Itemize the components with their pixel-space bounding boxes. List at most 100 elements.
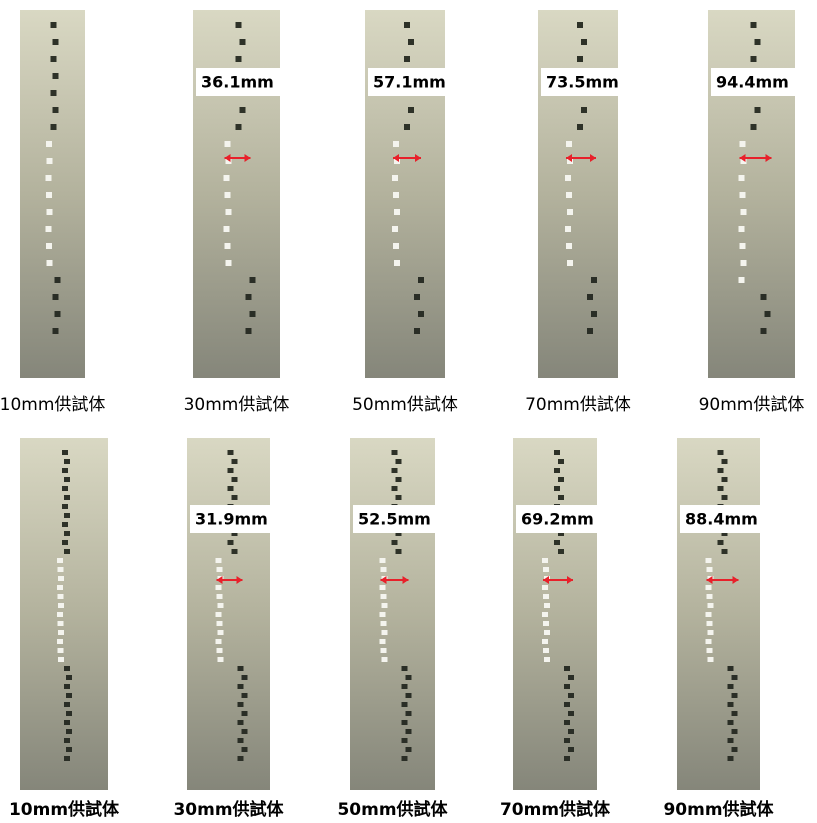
marker-dot <box>554 486 560 491</box>
marker-dot <box>722 477 728 482</box>
marker-dot <box>57 585 63 590</box>
marker-dot <box>707 621 713 626</box>
marker-dot <box>728 702 734 707</box>
marker-dot <box>567 260 573 266</box>
marker-dot <box>250 277 256 283</box>
marker-dot <box>568 711 574 716</box>
marker-dot <box>64 549 70 554</box>
marker-dot <box>707 594 713 599</box>
marker-dot <box>58 630 64 635</box>
marker-dot <box>64 702 70 707</box>
marker-dot <box>707 567 713 572</box>
marker-dot <box>238 666 244 671</box>
marker-dot <box>396 549 402 554</box>
marker-dot <box>414 294 420 300</box>
marker-dot <box>232 477 238 482</box>
marker-dot <box>392 226 398 232</box>
marker-dot <box>232 549 238 554</box>
marker-dot <box>217 648 223 653</box>
marker-dot <box>393 141 399 147</box>
marker-dot <box>577 124 583 130</box>
marker-dot <box>728 738 734 743</box>
marker-dot <box>414 328 420 334</box>
marker-dot <box>558 549 564 554</box>
specimen-image <box>708 10 795 378</box>
marker-dot <box>581 107 587 113</box>
marker-dot <box>406 747 412 752</box>
marker-dot <box>58 594 64 599</box>
marker-dot <box>564 720 570 725</box>
marker-dot <box>228 540 234 545</box>
marker-dot <box>587 328 593 334</box>
marker-dot <box>224 175 230 181</box>
specimen-caption: 70mm供試体 <box>525 395 631 415</box>
marker-dot <box>761 328 767 334</box>
marker-dot <box>740 141 746 147</box>
marker-dot <box>741 209 747 215</box>
marker-dot <box>396 459 402 464</box>
marker-dot <box>402 738 408 743</box>
marker-dot <box>718 540 724 545</box>
marker-dot <box>392 450 398 455</box>
marker-dot <box>396 495 402 500</box>
marker-dot <box>57 639 63 644</box>
marker-dot <box>564 666 570 671</box>
marker-dot <box>406 711 412 716</box>
marker-dot <box>217 567 223 572</box>
marker-dot <box>402 756 408 761</box>
marker-dot <box>408 39 414 45</box>
measurement-label: 57.1mm <box>373 73 446 92</box>
marker-dot <box>591 311 597 317</box>
marker-dot <box>732 693 738 698</box>
marker-dot <box>216 639 222 644</box>
marker-dot <box>242 693 248 698</box>
marker-dot <box>381 594 387 599</box>
marker-dot <box>543 621 549 626</box>
marker-dot <box>728 720 734 725</box>
marker-dot <box>408 107 414 113</box>
marker-dot <box>393 243 399 249</box>
marker-dot <box>64 720 70 725</box>
specimen-image <box>538 10 618 378</box>
marker-dot <box>564 684 570 689</box>
marker-dot <box>544 603 550 608</box>
marker-dot <box>240 39 246 45</box>
marker-dot <box>58 621 64 626</box>
marker-dot <box>543 567 549 572</box>
marker-dot <box>543 648 549 653</box>
specimen-panel: 73.5mm70mm供試体 <box>525 10 631 415</box>
marker-dot <box>225 192 231 198</box>
marker-dot <box>47 158 53 164</box>
marker-dot <box>751 124 757 130</box>
marker-dot <box>577 22 583 28</box>
marker-dot <box>406 693 412 698</box>
marker-dot <box>404 124 410 130</box>
marker-dot <box>382 603 388 608</box>
specimen-caption: 90mm供試体 <box>663 799 774 820</box>
marker-dot <box>418 311 424 317</box>
marker-dot <box>396 477 402 482</box>
marker-dot <box>51 90 57 96</box>
marker-dot <box>382 630 388 635</box>
marker-dot <box>64 495 70 500</box>
marker-dot <box>554 450 560 455</box>
marker-dot <box>66 675 72 680</box>
marker-dot <box>564 756 570 761</box>
marker-dot <box>53 294 59 300</box>
marker-dot <box>751 22 757 28</box>
marker-dot <box>732 675 738 680</box>
marker-dot <box>216 612 222 617</box>
marker-dot <box>718 450 724 455</box>
marker-dot <box>739 277 745 283</box>
marker-dot <box>55 277 61 283</box>
marker-dot <box>217 621 223 626</box>
marker-dot <box>568 729 574 734</box>
specimen-panel: 10mm供試体 <box>9 438 120 820</box>
specimen-panel: 52.5mm50mm供試体 <box>337 438 448 820</box>
marker-dot <box>242 711 248 716</box>
specimen-caption: 70mm供試体 <box>500 799 611 820</box>
marker-dot <box>558 459 564 464</box>
marker-dot <box>722 495 728 500</box>
marker-dot <box>565 226 571 232</box>
